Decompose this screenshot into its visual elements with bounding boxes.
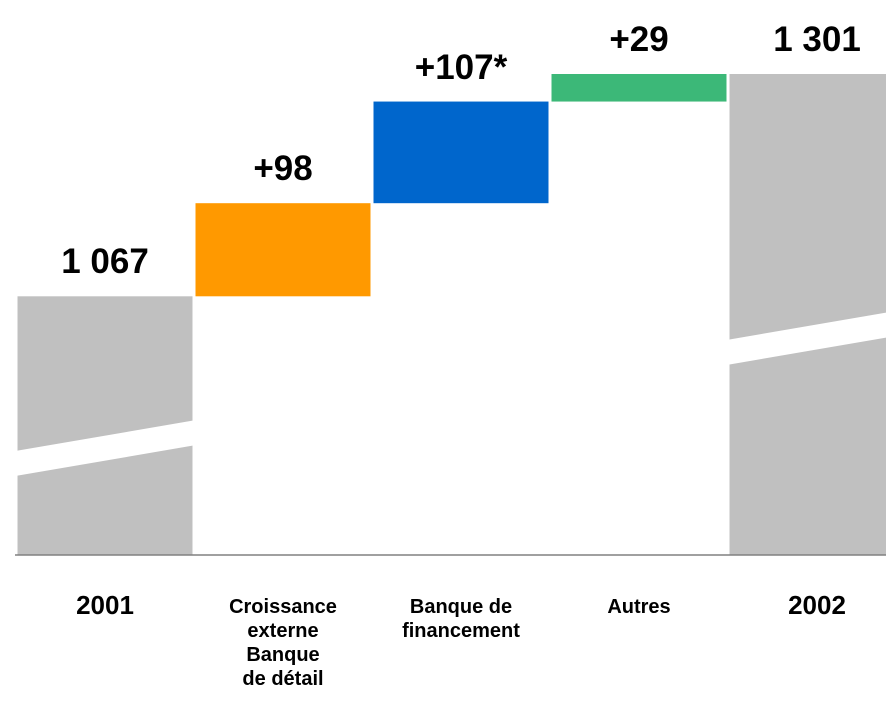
category-label: Autres <box>607 596 671 618</box>
delta-bar <box>195 203 371 297</box>
delta-bar <box>373 101 549 204</box>
delta-bar <box>551 74 727 102</box>
category-label: 2002 <box>788 590 846 620</box>
total-bar <box>729 74 886 555</box>
value-label: 1 067 <box>61 242 149 282</box>
category-label: Banque de financement <box>402 596 520 642</box>
category-label: 2001 <box>76 590 134 620</box>
axis-break <box>17 420 193 476</box>
value-label: +107* <box>414 47 508 87</box>
value-label: +29 <box>609 20 669 59</box>
value-label: +98 <box>253 149 313 189</box>
category-label: Croissance externe Banque de détail <box>229 596 337 690</box>
axis-break <box>729 312 886 365</box>
value-label: 1 301 <box>773 20 861 59</box>
